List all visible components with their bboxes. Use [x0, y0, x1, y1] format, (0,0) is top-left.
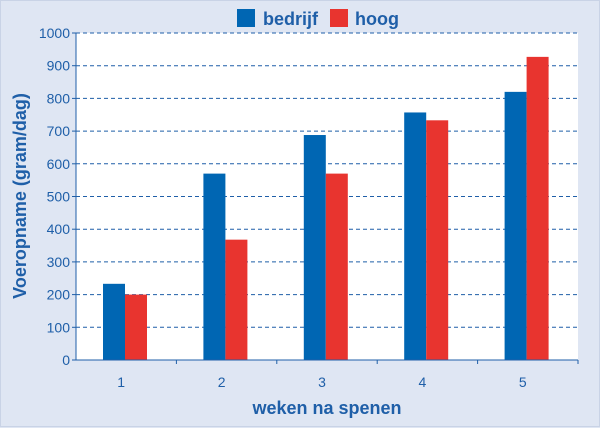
x-tick-label-4: 4	[419, 374, 427, 390]
y-tick-label-1000: 1000	[39, 25, 70, 41]
y-tick-label-300: 300	[47, 254, 71, 270]
y-axis-title: Voeropname (gram/dag)	[10, 93, 30, 299]
y-tick-label-800: 800	[47, 90, 71, 106]
y-tick-label-400: 400	[47, 221, 71, 237]
bar-hoog-1	[125, 294, 147, 360]
legend-label-bedrijf: bedrijf	[263, 9, 319, 29]
x-tick-labels: 1 2 3 4 5	[117, 360, 579, 390]
bar-bedrijf-3	[303, 135, 326, 360]
bar-bedrijf-2	[203, 173, 226, 360]
x-tick-label-3: 3	[318, 374, 326, 390]
y-tick-label-900: 900	[47, 58, 71, 74]
bar-bedrijf-1	[103, 283, 125, 360]
bar-hoog-3	[325, 173, 348, 360]
bar-bedrijf-5	[504, 91, 527, 361]
bar-bedrijf-4	[404, 112, 427, 360]
y-tick-label-700: 700	[47, 123, 71, 139]
x-axis-title: weken na spenen	[251, 398, 401, 418]
y-tick-labels: 0 100 200 300 400 500 600 700 800 900 1000	[39, 25, 76, 368]
y-tick-label-100: 100	[47, 319, 71, 335]
x-tick-label-1: 1	[117, 374, 125, 390]
legend-swatch-bedrijf	[237, 9, 255, 27]
y-tick-label-0: 0	[62, 352, 70, 368]
y-tick-label-500: 500	[47, 189, 71, 205]
legend-label-hoog: hoog	[355, 9, 399, 29]
bar-hoog-5	[526, 56, 549, 360]
y-tick-label-600: 600	[47, 156, 71, 172]
bar-hoog-4	[426, 120, 449, 361]
x-tick-label-2: 2	[218, 374, 226, 390]
bars	[103, 56, 549, 361]
x-tick-label-5: 5	[519, 374, 527, 390]
bar-hoog-2	[225, 239, 248, 360]
y-tick-label-200: 200	[47, 287, 71, 303]
legend: bedrijf hoog	[237, 9, 399, 29]
legend-swatch-hoog	[330, 9, 348, 27]
